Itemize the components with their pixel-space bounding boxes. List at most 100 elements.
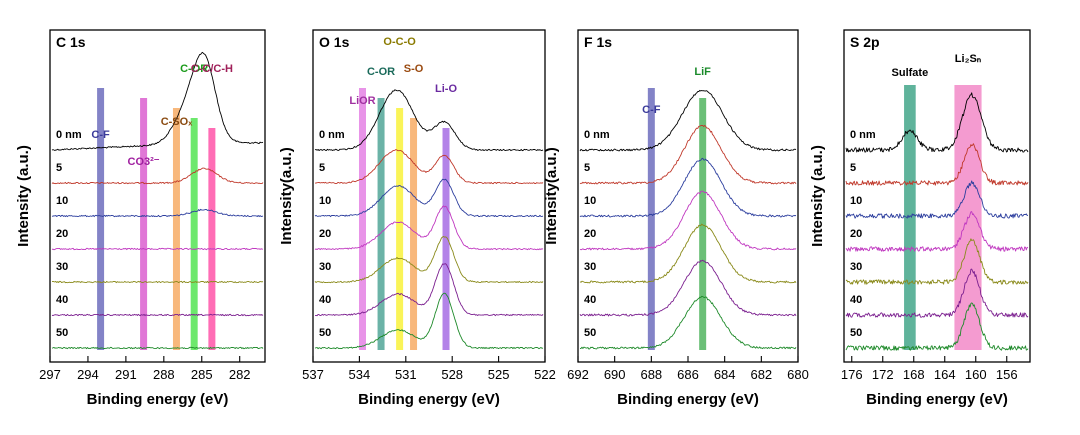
tick-label-2-1: 537 [302,367,324,382]
tick-label-3-4: 686 [677,367,699,382]
band-label-1-2: CO3²⁻ [128,156,160,168]
tick-label-4-6: 156 [996,367,1018,382]
depth-label-3-5: 30 [584,261,596,273]
band-label-3-2: LiF [694,66,711,78]
x-axis-label-1: Binding energy (eV) [87,391,229,408]
tick-label-2-4: 528 [441,367,463,382]
depth-label-1-2: 5 [56,162,62,174]
band-label-2-1: LiOR [349,95,375,107]
plot-frame [49,29,266,363]
band-label-4-1: Sulfate [892,67,929,79]
trace-4-2 [845,143,1029,186]
depth-label-3-7: 50 [584,327,596,339]
panel-title-2: O 1s [319,34,350,50]
depth-label-1-3: 10 [56,195,68,207]
tick-label-4-2: 172 [872,367,894,382]
x-axis-label-4: Binding energy (eV) [866,391,1008,408]
trace-2-6 [315,263,544,317]
depth-label-1-6: 40 [56,294,68,306]
tick-label-1-6: 282 [229,367,251,382]
depth-label-2-1: 0 nm [319,129,345,141]
trace-2-2 [315,149,544,185]
depth-label-4-3: 10 [850,195,862,207]
tick-label-3-7: 680 [787,367,809,382]
trace-2-5 [314,236,544,284]
depth-label-4-2: 5 [850,162,856,174]
y-axis-label-2: Intensity(a.u.) [278,147,295,245]
trace-4-1 [845,92,1029,153]
trace-1-1 [51,51,264,151]
depth-label-4-5: 30 [850,261,862,273]
depth-label-1-7: 50 [56,327,68,339]
depth-label-3-4: 20 [584,228,596,240]
tick-label-2-3: 531 [395,367,417,382]
trace-3-2 [579,124,797,185]
trace-3-3 [579,157,797,218]
band-label-1-4: C-OR [180,63,208,75]
depth-label-4-6: 40 [850,294,862,306]
panel-title-4: S 2p [850,34,880,50]
trace-3-5 [579,223,797,284]
y-axis-label-1: Intensity (a.u.) [15,145,32,247]
trace-4-4 [845,211,1029,252]
panel-s-2p: 0 nm 5 10 20 30 40 50 Sulfate Li₂Sₙ 176 172 168 164 1… [809,29,1031,408]
tick-label-1-1: 297 [39,367,61,382]
tick-label-1-4: 288 [153,367,175,382]
depth-label-2-7: 50 [319,327,331,339]
depth-label-2-4: 20 [319,228,331,240]
plot-frame [312,29,546,363]
trace-3-6 [579,259,797,317]
depth-label-2-2: 5 [319,162,325,174]
depth-label-2-5: 30 [319,261,331,273]
panel-f-1s: 0 nm 5 10 20 30 40 50 C-F LiF 692 690 688 686 684 682 6… [543,29,809,408]
trace-1-7 [51,346,264,350]
band-1-1 [97,88,105,350]
depth-label-1-5: 30 [56,261,68,273]
band-2-1 [358,88,366,350]
depth-label-4-4: 20 [850,228,862,240]
band-1-2 [140,98,148,350]
tick-label-4-1: 176 [841,367,863,382]
band-label-1-5: C-C/C-H [191,63,233,75]
depth-label-2-6: 40 [319,294,331,306]
trace-2-4 [314,205,544,251]
tick-label-2-6: 522 [534,367,556,382]
depth-label-2-3: 10 [319,195,331,207]
panel-c-1s: 0 nm 5 10 20 30 40 50 C-F CO3²⁻ C-SOₓ C-ORC-C/C-H 2… [15,29,266,408]
tick-label-3-1: 692 [567,367,589,382]
band-label-2-2: C-OR [367,66,395,78]
tick-label-4-5: 160 [965,367,987,382]
tick-label-3-5: 684 [714,367,736,382]
trace-2-1 [314,89,544,152]
tick-label-2-2: 534 [349,367,371,382]
depth-label-1-1: 0 nm [56,129,82,141]
band-label-4-2: Li₂Sₙ [955,53,982,65]
panel-title-3: F 1s [584,34,612,50]
band-label-1-1: C-F [91,129,110,141]
band-4-1 [904,85,916,350]
depth-label-4-1: 0 nm [850,129,876,141]
trace-1-2 [51,167,264,185]
band-2-3 [396,108,404,350]
band-label-2-5: Li-O [435,83,457,95]
tick-label-3-6: 682 [750,367,772,382]
trace-2-7 [314,292,544,350]
trace-3-7 [579,295,797,350]
trace-1-3 [51,208,264,218]
trace-3-4 [579,190,797,251]
tick-label-3-2: 690 [604,367,626,382]
depth-label-4-7: 50 [850,327,862,339]
tick-label-3-3: 688 [640,367,662,382]
tick-label-4-4: 164 [934,367,956,382]
band-3-1 [647,88,655,350]
tick-label-4-3: 168 [903,367,925,382]
band-1-4 [190,118,198,350]
band-2-2 [377,98,385,350]
trace-2-3 [314,178,544,218]
depth-label-3-6: 40 [584,294,596,306]
depth-label-3-1: 0 nm [584,129,610,141]
trace-4-3 [845,180,1029,219]
band-3-2 [699,98,707,350]
depth-label-3-3: 10 [584,195,596,207]
tick-label-1-2: 294 [77,367,99,382]
